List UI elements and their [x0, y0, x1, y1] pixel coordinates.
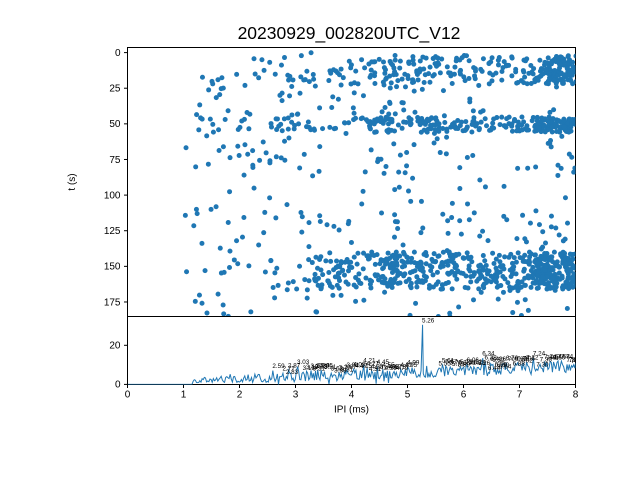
svg-text:3: 3: [293, 390, 299, 401]
svg-text:25: 25: [109, 84, 121, 95]
svg-text:75: 75: [109, 155, 121, 166]
svg-text:8: 8: [573, 390, 579, 401]
svg-text:150: 150: [104, 262, 121, 273]
svg-text:2: 2: [237, 390, 243, 401]
svg-text:5: 5: [405, 390, 411, 401]
svg-text:0: 0: [125, 390, 131, 401]
svg-text:50: 50: [109, 119, 121, 130]
svg-text:0: 0: [115, 380, 121, 391]
svg-text:100: 100: [104, 190, 121, 201]
svg-text:4.99: 4.99: [407, 360, 420, 367]
svg-text:7: 7: [517, 390, 523, 401]
svg-text:t (s): t (s): [67, 173, 78, 190]
svg-text:0: 0: [115, 48, 121, 59]
svg-text:IPI (ms): IPI (ms): [334, 405, 369, 416]
svg-text:7.96: 7.96: [573, 357, 586, 364]
svg-text:20: 20: [109, 341, 121, 352]
svg-text:4: 4: [349, 390, 355, 401]
svg-text:6: 6: [461, 390, 467, 401]
svg-text:2.83: 2.83: [286, 369, 299, 376]
svg-text:1: 1: [181, 390, 187, 401]
svg-text:6.64: 6.64: [499, 363, 512, 370]
svg-text:125: 125: [104, 226, 121, 237]
svg-text:175: 175: [104, 297, 121, 308]
svg-text:5.26: 5.26: [422, 317, 435, 324]
